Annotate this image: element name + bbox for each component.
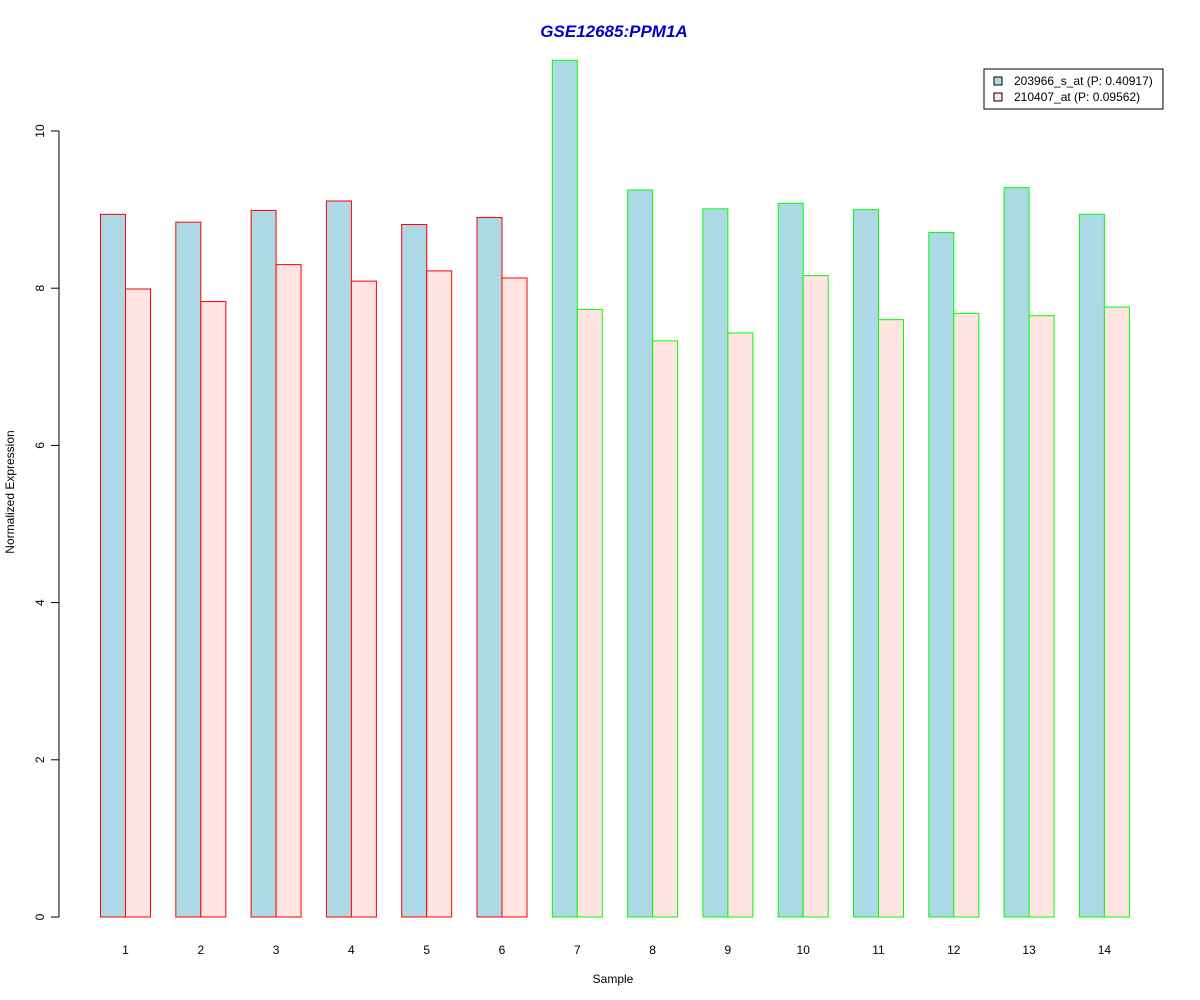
bar-sample-8-series-1 (627, 189, 654, 918)
x-tick-label: 2 (197, 943, 204, 957)
bar-sample-3-series-1 (250, 209, 277, 918)
bar-sample-11-series-2 (878, 319, 904, 918)
y-tick-label: 4 (33, 599, 47, 606)
bar-sample-8-series-2 (652, 340, 679, 918)
bars-group (100, 59, 1130, 918)
bar-sample-9-series-2 (727, 332, 754, 918)
x-tick-label: 8 (649, 943, 656, 957)
bar-sample-7-series-2 (576, 308, 603, 918)
bar-sample-1-series-2 (125, 288, 151, 918)
bar-sample-3-series-2 (275, 264, 302, 918)
legend-swatch (993, 92, 1003, 102)
bar-sample-6-series-1 (476, 216, 503, 918)
y-tick-label: 6 (33, 442, 47, 449)
x-tick-label: 11 (872, 943, 885, 957)
legend-box (983, 68, 1164, 110)
x-tick-label: 6 (499, 943, 506, 957)
bar-sample-1-series-1 (100, 213, 126, 918)
bar-sample-10-series-2 (802, 275, 829, 918)
bar-sample-2-series-2 (200, 301, 227, 918)
y-axis-label: Normalized Expression (3, 430, 17, 553)
x-axis-label: Sample (593, 972, 634, 986)
bar-sample-12-series-2 (953, 312, 980, 918)
bar-sample-5-series-2 (426, 270, 453, 918)
bar-sample-14-series-2 (1103, 306, 1130, 918)
x-tick-label: 9 (725, 943, 732, 957)
bar-sample-12-series-1 (928, 231, 955, 918)
legend-swatch (993, 76, 1003, 86)
chart-title: GSE12685:PPM1A (540, 22, 687, 41)
legend-label: 210407_at (P: 0.09562) (1014, 90, 1140, 104)
x-tick-label: 13 (1022, 943, 1036, 957)
x-tick-label: 5 (423, 943, 430, 957)
bar-sample-13-series-1 (1003, 187, 1030, 918)
legend-label: 203966_s_at (P: 0.40917) (1014, 74, 1153, 88)
y-tick-label: 8 (33, 285, 47, 292)
bar-sample-11-series-1 (853, 209, 879, 918)
bar-sample-9-series-1 (702, 208, 729, 918)
bar-sample-2-series-1 (175, 221, 202, 918)
bar-sample-10-series-1 (777, 202, 804, 918)
bar-sample-4-series-1 (325, 200, 352, 918)
bar-sample-6-series-2 (501, 277, 528, 918)
bar-sample-13-series-2 (1028, 315, 1055, 918)
y-axis: 0 2 4 6 8 10 (33, 124, 60, 920)
bar-sample-14-series-1 (1078, 213, 1105, 918)
bar-sample-7-series-1 (551, 59, 578, 918)
legend: 203966_s_at (P: 0.40917) 210407_at (P: 0.… (983, 68, 1164, 110)
x-tick-label: 4 (348, 943, 355, 957)
y-tick-label: 10 (33, 124, 47, 138)
bar-sample-4-series-2 (350, 280, 377, 918)
x-tick-label: 7 (574, 943, 581, 957)
bar-sample-5-series-1 (401, 224, 428, 918)
y-tick-label: 2 (33, 756, 47, 763)
x-tick-label: 1 (122, 943, 129, 957)
x-tick-labels: 1 2 3 4 5 6 7 8 9 10 11 12 13 14 (122, 943, 1111, 957)
x-tick-label: 14 (1098, 943, 1112, 957)
x-tick-label: 3 (273, 943, 280, 957)
x-tick-label: 12 (947, 943, 961, 957)
y-tick-label: 0 (33, 913, 47, 920)
x-tick-label: 10 (797, 943, 811, 957)
